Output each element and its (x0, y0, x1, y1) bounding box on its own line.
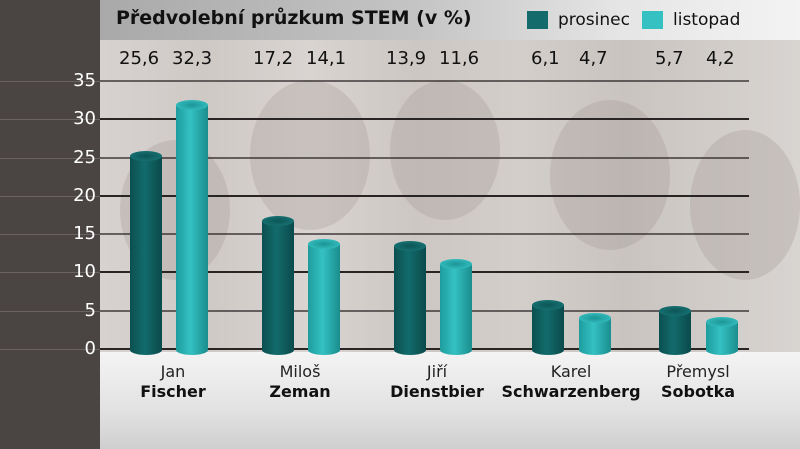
axis-line (0, 119, 100, 120)
value-label: 17,2 (253, 48, 294, 69)
chart-title: Předvolební průzkum STEM (v %) (116, 7, 472, 29)
first-name: Miloš (279, 362, 321, 381)
axis-line (0, 311, 100, 312)
bar-prosinec-fischer (130, 151, 162, 355)
last-name: Schwarzenberg (501, 382, 641, 401)
bar-listopad-dienstbier (440, 259, 472, 355)
portrait (390, 80, 500, 220)
bar-prosinec-dienstbier (394, 241, 426, 355)
value-label: 5,7 (655, 48, 684, 69)
gridline (100, 195, 749, 197)
category-area (100, 352, 800, 449)
legend-label: prosinec (558, 10, 630, 30)
axis-line (0, 234, 100, 235)
category-label-schwarzenberg: Karel Schwarzenberg (496, 362, 646, 402)
portrait (250, 80, 370, 230)
bar-listopad-fischer (176, 100, 208, 355)
gridline (100, 157, 749, 159)
legend-swatch (527, 11, 548, 29)
category-label-dienstbier: Jiří Dienstbier (372, 362, 502, 402)
value-label: 4,2 (706, 48, 735, 69)
first-name: Přemysl (666, 362, 730, 381)
legend-item-prosinec: prosinec (527, 10, 630, 30)
last-name: Fischer (140, 382, 206, 401)
bar-listopad-zeman (308, 239, 340, 355)
y-tick: 5 (84, 300, 96, 321)
y-tick: 30 (73, 108, 96, 129)
axis-line (0, 158, 100, 159)
legend-swatch (642, 11, 663, 29)
y-tick: 0 (84, 338, 96, 359)
first-name: Karel (550, 362, 592, 381)
value-label: 14,1 (306, 48, 347, 69)
bar-listopad-schwarzenberg (579, 313, 611, 355)
value-label: 4,7 (579, 48, 608, 69)
axis-line (0, 196, 100, 197)
bar-prosinec-schwarzenberg (532, 300, 564, 355)
value-label: 32,3 (172, 48, 213, 69)
y-tick: 35 (73, 70, 96, 91)
legend-item-listopad: listopad (642, 10, 740, 30)
category-label-zeman: Miloš Zeman (245, 362, 355, 402)
y-tick: 15 (73, 223, 96, 244)
y-tick: 10 (73, 261, 96, 282)
title-bar (100, 0, 800, 40)
axis-line (0, 272, 100, 273)
axis-line (0, 349, 100, 350)
y-tick: 20 (73, 185, 96, 206)
gridline (100, 80, 749, 82)
first-name: Jiří (426, 362, 448, 381)
value-label: 13,9 (386, 48, 427, 69)
bar-prosinec-sobotka (659, 306, 691, 355)
bar-listopad-sobotka (706, 317, 738, 355)
value-label: 25,6 (119, 48, 160, 69)
y-axis-panel (0, 0, 100, 449)
portrait (690, 130, 800, 280)
gridline (100, 118, 749, 120)
category-label-fischer: Jan Fischer (118, 362, 228, 402)
value-label: 11,6 (439, 48, 480, 69)
bar-prosinec-zeman (262, 216, 294, 355)
category-label-sobotka: Přemysl Sobotka (648, 362, 748, 402)
legend-label: listopad (673, 10, 741, 30)
y-tick: 25 (73, 147, 96, 168)
gridline (100, 233, 749, 235)
last-name: Dienstbier (390, 382, 484, 401)
axis-line (0, 81, 100, 82)
portrait (550, 100, 670, 250)
last-name: Sobotka (660, 382, 736, 401)
last-name: Zeman (269, 382, 331, 401)
first-name: Jan (160, 362, 186, 381)
value-label: 6,1 (531, 48, 560, 69)
